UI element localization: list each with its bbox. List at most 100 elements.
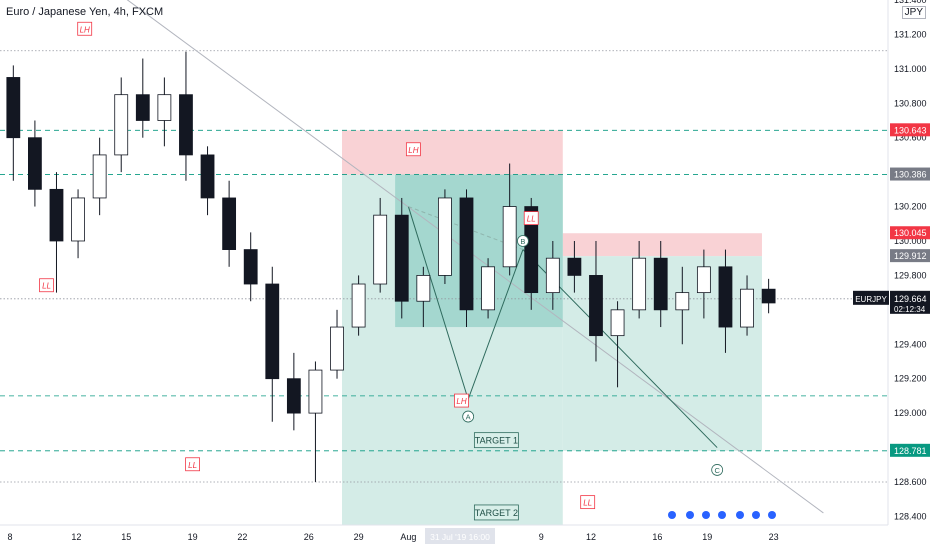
candle-body	[286, 378, 301, 414]
economic-event-icon[interactable]	[702, 511, 710, 519]
time-tick-label: 9	[539, 532, 544, 542]
candle-body	[459, 197, 474, 311]
wave-marker	[711, 464, 724, 476]
current-price-box	[890, 290, 930, 314]
trend-line	[407, 206, 718, 448]
time-tick-label: 12	[71, 532, 81, 542]
candle-body	[740, 288, 754, 328]
candle-body	[243, 249, 258, 285]
economic-event-icon[interactable]	[768, 511, 776, 519]
price-tick-label: 128.400	[894, 511, 927, 521]
price-label-box	[890, 443, 930, 457]
swing-tag-box	[39, 278, 54, 293]
swing-tag-label: LL	[583, 499, 592, 508]
price-tick-label: 129.000	[894, 408, 927, 418]
swing-tag-box	[454, 393, 469, 408]
time-tick-label: 16	[652, 532, 662, 542]
price-label-box	[890, 249, 930, 263]
swing-tag-label: LL	[527, 215, 536, 224]
time-tick-label: 22	[237, 532, 247, 542]
candle-body	[157, 94, 172, 121]
candle-body	[27, 137, 42, 190]
candle-body	[92, 154, 107, 199]
swing-tag-box	[77, 21, 93, 36]
current-symbol-box	[853, 290, 889, 305]
price-label-box	[890, 123, 930, 137]
position-box-stop	[562, 233, 762, 257]
candle-body	[502, 206, 517, 268]
currency-label: JPY	[901, 6, 926, 19]
price-label-text: 130.386	[894, 170, 927, 180]
price-label-text: 130.643	[894, 125, 927, 135]
candle-body	[49, 188, 64, 242]
candle-body	[416, 275, 431, 302]
candle-body	[114, 94, 129, 156]
price-label-box	[890, 167, 930, 181]
swing-tag-label: LH	[456, 397, 466, 406]
time-tick-label: 19	[188, 532, 198, 542]
price-tick-label: 129.400	[894, 339, 927, 349]
time-tick-label: 12	[586, 532, 596, 542]
chart-title: Euro / Japanese Yen, 4h, FXCM	[6, 6, 164, 18]
bar-countdown: 02:12:34	[894, 305, 926, 314]
swing-tag-label: LL	[42, 282, 51, 291]
candle-body	[696, 266, 711, 294]
candle-body	[438, 197, 452, 276]
economic-event-icon[interactable]	[686, 511, 694, 519]
time-tick-label: 29	[354, 532, 364, 542]
price-label-text: 128.781	[894, 446, 927, 456]
target-box	[473, 504, 519, 521]
candle-body	[761, 288, 776, 304]
candle-body	[308, 369, 323, 414]
wave-label: C	[714, 466, 720, 475]
swing-tag-label: LH	[408, 146, 418, 155]
price-tick-label: 130.800	[894, 98, 927, 108]
candle-body	[481, 266, 495, 311]
price-tick-label: 128.600	[894, 477, 927, 487]
current-symbol-label: EURJPY	[855, 295, 887, 304]
position-box-stop	[342, 130, 563, 175]
current-price-value: 129.664	[894, 294, 927, 304]
swing-tag-box	[185, 457, 201, 472]
candle-body	[524, 206, 539, 294]
swing-tag-label: LH	[80, 25, 90, 34]
wave-label: B	[520, 237, 525, 246]
candle-body	[330, 326, 344, 371]
time-tick-label: 8	[7, 532, 12, 542]
swing-tag-box	[523, 211, 539, 226]
wave-marker	[462, 410, 475, 423]
swing-tag-box	[405, 142, 421, 157]
candle-body	[200, 154, 215, 199]
time-tick-label: 19	[702, 532, 712, 542]
time-tick-label: 15	[121, 532, 131, 542]
economic-event-icon[interactable]	[718, 511, 726, 519]
candle-body	[567, 257, 582, 276]
economic-event-icon[interactable]	[736, 511, 744, 519]
candle-body	[610, 309, 625, 337]
candle-body	[675, 292, 690, 311]
candle-body	[351, 283, 366, 328]
price-tick-label: 130.000	[894, 236, 927, 246]
price-tick-label: 129.800	[894, 270, 927, 280]
price-label-box	[890, 226, 930, 240]
price-tick-label: 131.000	[894, 64, 927, 74]
swing-tag-label: LL	[188, 461, 197, 470]
price-scale[interactable]	[888, 0, 932, 550]
candle-body	[545, 257, 560, 294]
candle-body	[394, 214, 409, 302]
price-tick-label: 131.200	[894, 29, 927, 39]
time-tick-label: Aug	[400, 532, 416, 542]
candle-body	[6, 77, 21, 139]
price-label-text: 129.912	[894, 251, 927, 261]
candle-body	[653, 257, 668, 311]
target-label: TARGET 2	[475, 508, 518, 518]
candle-body	[135, 94, 150, 121]
price-tick-label: 131.400	[894, 0, 927, 5]
candle-body	[373, 214, 388, 285]
swing-tag-box	[580, 495, 596, 510]
economic-event-icon[interactable]	[668, 511, 676, 519]
price-label-text: 130.045	[894, 228, 927, 238]
economic-event-icon[interactable]	[752, 511, 760, 519]
